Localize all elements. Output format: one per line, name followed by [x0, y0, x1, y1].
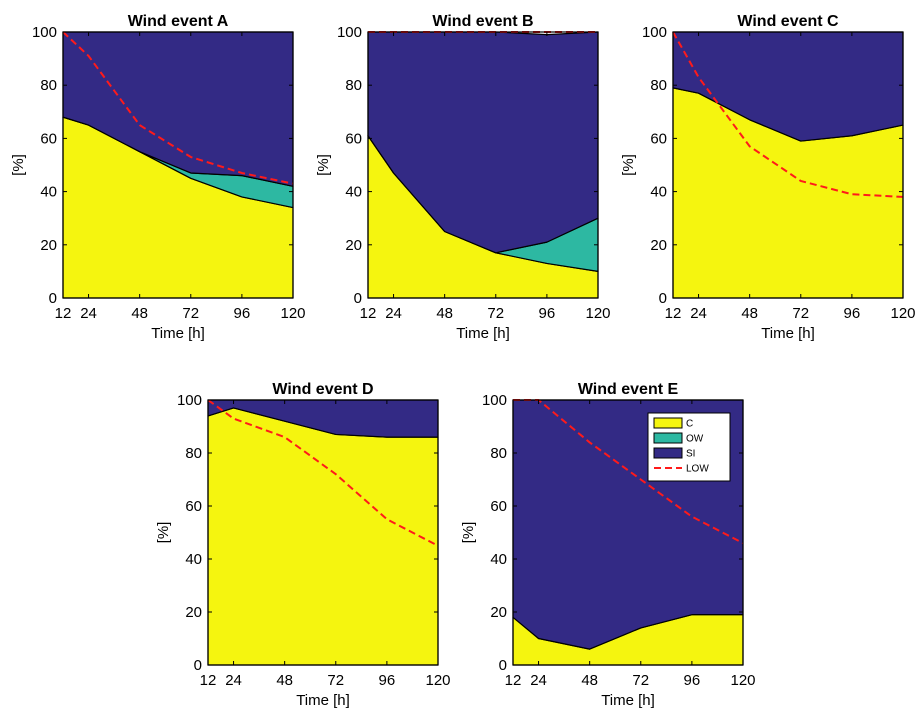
- y-tick-label: 60: [345, 130, 362, 147]
- line-low: [62, 31, 294, 185]
- y-axis-label: [%]: [460, 522, 477, 544]
- y-tick-label: 0: [499, 657, 507, 674]
- y-tick-label: 80: [185, 445, 202, 462]
- x-tick-label: 72: [632, 672, 649, 689]
- x-tick-label: 12: [55, 305, 72, 322]
- x-tick-label: 12: [360, 305, 377, 322]
- legend-swatch-c: [653, 417, 683, 429]
- y-tick-label: 20: [40, 237, 57, 254]
- y-tick-label: 60: [185, 498, 202, 515]
- chart-title: Wind event B: [432, 13, 533, 30]
- line-low: [513, 399, 744, 544]
- x-tick-label: 120: [425, 672, 450, 689]
- y-tick-label: 100: [642, 24, 667, 41]
- y-tick-label: 80: [40, 77, 57, 94]
- x-axis-label: Time [h]: [296, 692, 350, 709]
- legend-swatch-si: [653, 447, 683, 459]
- y-tick-label: 60: [40, 130, 57, 147]
- x-tick-label: 120: [585, 305, 610, 322]
- x-tick-label: 96: [684, 672, 701, 689]
- y-tick-label: 100: [482, 392, 507, 409]
- x-axis-label: Time [h]: [151, 325, 205, 342]
- y-tick-label: 40: [650, 184, 667, 201]
- legend-swatch-ow: [653, 432, 683, 444]
- chart-title: Wind event C: [737, 13, 839, 30]
- y-tick-label: 20: [490, 604, 507, 621]
- y-tick-label: 0: [354, 290, 362, 307]
- x-tick-label: 96: [379, 672, 396, 689]
- x-tick-label: 72: [327, 672, 344, 689]
- y-tick-label: 0: [659, 290, 667, 307]
- y-axis-label: [%]: [155, 522, 172, 544]
- y-tick-label: 100: [32, 24, 57, 41]
- y-tick-label: 80: [345, 77, 362, 94]
- y-tick-label: 40: [40, 184, 57, 201]
- x-tick-label: 120: [280, 305, 305, 322]
- y-tick-label: 80: [650, 77, 667, 94]
- chart-title: Wind event E: [578, 381, 679, 398]
- y-tick-label: 100: [337, 24, 362, 41]
- legend-label-si: SI: [686, 449, 695, 460]
- line-low: [672, 31, 904, 198]
- subplot-1: 12 24 48 72 96 120 0 20 40 60 80 100 Wind event A Tim…: [10, 13, 306, 342]
- y-tick-label: 60: [490, 498, 507, 515]
- y-tick-label: 40: [490, 551, 507, 568]
- x-tick-label: 24: [385, 305, 402, 322]
- legend-label-low: LOW: [686, 464, 709, 475]
- x-tick-label: 48: [741, 305, 758, 322]
- x-tick-label: 96: [844, 305, 861, 322]
- x-tick-label: 72: [487, 305, 504, 322]
- y-axis-label: [%]: [315, 154, 332, 176]
- x-tick-label: 12: [200, 672, 217, 689]
- y-tick-label: 40: [185, 551, 202, 568]
- chart-title: Wind event D: [272, 381, 373, 398]
- x-tick-label: 48: [436, 305, 453, 322]
- area-c: [207, 407, 439, 666]
- subplot-2: 12 24 48 72 96 120 0 20 40 60 80 100 Wind event B Tim…: [315, 13, 611, 342]
- line-low: [207, 399, 439, 547]
- y-axis-label: [%]: [10, 154, 27, 176]
- x-tick-label: 120: [890, 305, 915, 322]
- x-tick-label: 24: [80, 305, 97, 322]
- subplot-3: 12 24 48 72 96 120 0 20 40 60 80 100 Wind event C Tim…: [620, 13, 916, 342]
- subplot-4: 12 24 48 72 96 120 0 20 40 60 80 100 Wind event D Tim…: [155, 381, 451, 709]
- x-tick-label: 24: [530, 672, 547, 689]
- x-axis-label: Time [h]: [456, 325, 510, 342]
- x-tick-label: 12: [665, 305, 682, 322]
- x-tick-label: 120: [730, 672, 755, 689]
- chart-title: Wind event A: [128, 13, 229, 30]
- legend-label-ow: OW: [686, 434, 704, 445]
- legend: C OW SI LOW: [647, 412, 731, 482]
- y-tick-label: 40: [345, 184, 362, 201]
- x-tick-label: 24: [690, 305, 707, 322]
- x-axis-label: Time [h]: [601, 692, 655, 709]
- axes-frame: [207, 399, 439, 666]
- y-tick-label: 20: [185, 604, 202, 621]
- axes-frame: [672, 31, 904, 299]
- y-tick-label: 0: [194, 657, 202, 674]
- x-tick-label: 12: [505, 672, 522, 689]
- legend-label-c: C: [686, 419, 693, 430]
- axes-frame: [62, 31, 294, 299]
- x-tick-label: 48: [276, 672, 293, 689]
- y-tick-label: 0: [49, 290, 57, 307]
- y-tick-label: 80: [490, 445, 507, 462]
- x-tick-label: 24: [225, 672, 242, 689]
- y-tick-label: 20: [650, 237, 667, 254]
- x-tick-label: 72: [182, 305, 199, 322]
- y-tick-label: 100: [177, 392, 202, 409]
- x-tick-label: 48: [131, 305, 148, 322]
- y-tick-label: 60: [650, 130, 667, 147]
- x-tick-label: 96: [234, 305, 251, 322]
- y-axis-label: [%]: [620, 154, 637, 176]
- y-tick-label: 20: [345, 237, 362, 254]
- x-tick-label: 96: [539, 305, 556, 322]
- subplot-5: 12 24 48 72 96 120 0 20 40 60 80 100 Wind event E Tim…: [460, 381, 756, 709]
- x-tick-label: 48: [581, 672, 598, 689]
- axes-frame: [367, 31, 599, 299]
- axes-frame: [512, 399, 744, 666]
- x-tick-label: 72: [792, 305, 809, 322]
- x-axis-label: Time [h]: [761, 325, 815, 342]
